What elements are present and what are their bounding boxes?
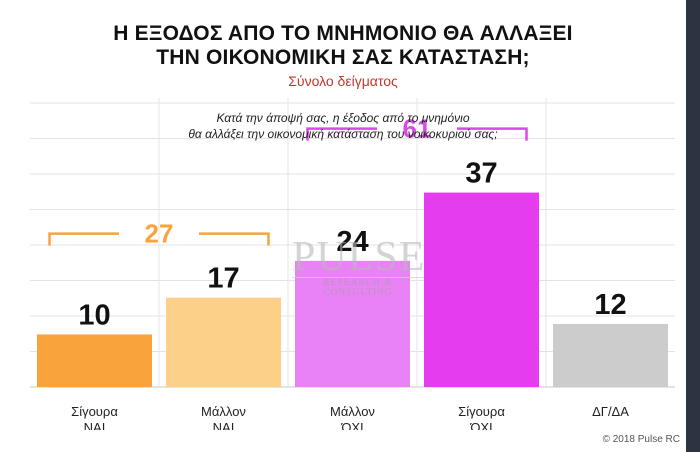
bar-value-label: 10 [78, 299, 110, 331]
pulse-watermark-logo: PULSE RESEARCH & CONSULTING [292, 234, 426, 298]
group-bracket [48, 232, 270, 246]
category-label: ΌΧΙ [340, 420, 363, 430]
chart-value-labels: 10 17 24 37 12 [78, 158, 626, 332]
chart-title-line-1: Η ΕΞΟΔΟΣ ΑΠΟ ΤΟ ΜΝΗΜΟΝΙΟ ΘΑ ΑΛΛΑΞΕΙ [113, 22, 573, 45]
category-label: Μάλλον [201, 404, 246, 419]
chart-category-labels: ΣίγουραΝΑΙΜάλλονΝΑΙΜάλλονΌΧΙΣίγουραΌΧΙΔΓ… [71, 404, 629, 430]
chart-bars [37, 192, 668, 387]
bar [424, 192, 539, 387]
chart-group-brackets: 27 61 [48, 114, 528, 249]
bar [166, 297, 281, 387]
watermark-wordmark: PULSE [292, 234, 426, 280]
category-label: Μάλλον [330, 404, 375, 419]
category-label: ΌΧΙ [469, 420, 492, 430]
bar-value-label: 37 [465, 158, 497, 190]
category-label: Σίγουρα [71, 404, 118, 419]
bar [295, 260, 410, 387]
bar [37, 334, 152, 387]
bar-value-label: 17 [207, 263, 239, 295]
question-line-2: θα αλλάξει την οικονομική κατάσταση του … [188, 127, 498, 141]
chart-title-line-2: ΤΗΝ ΟΙΚΟΝΟΜΙΚΗ ΣΑΣ ΚΑΤΑΣΤΑΣΗ; [156, 46, 530, 69]
bar-value-label: 24 [336, 226, 368, 258]
watermark-tagline: RESEARCH & CONSULTING [292, 277, 424, 298]
window-edge-bar [686, 0, 700, 452]
group-total-label: 27 [145, 219, 174, 249]
category-label: ΝΑΙ [84, 420, 106, 430]
question-line-1: Κατά την άποψή σας, η έξοδος από το μνημ… [216, 111, 470, 125]
chart-subtitle: Σύνολο δείγματος [288, 73, 398, 89]
category-label: Σίγουρα [458, 404, 505, 419]
category-label: ΔΓ/ΔΑ [592, 404, 629, 419]
bar [553, 323, 668, 387]
bar-value-label: 12 [594, 289, 626, 321]
group-bracket [306, 127, 528, 141]
copyright-note: © 2018 Pulse RC [602, 434, 680, 445]
category-label: ΝΑΙ [213, 420, 235, 430]
group-total-label: 61 [403, 114, 432, 144]
